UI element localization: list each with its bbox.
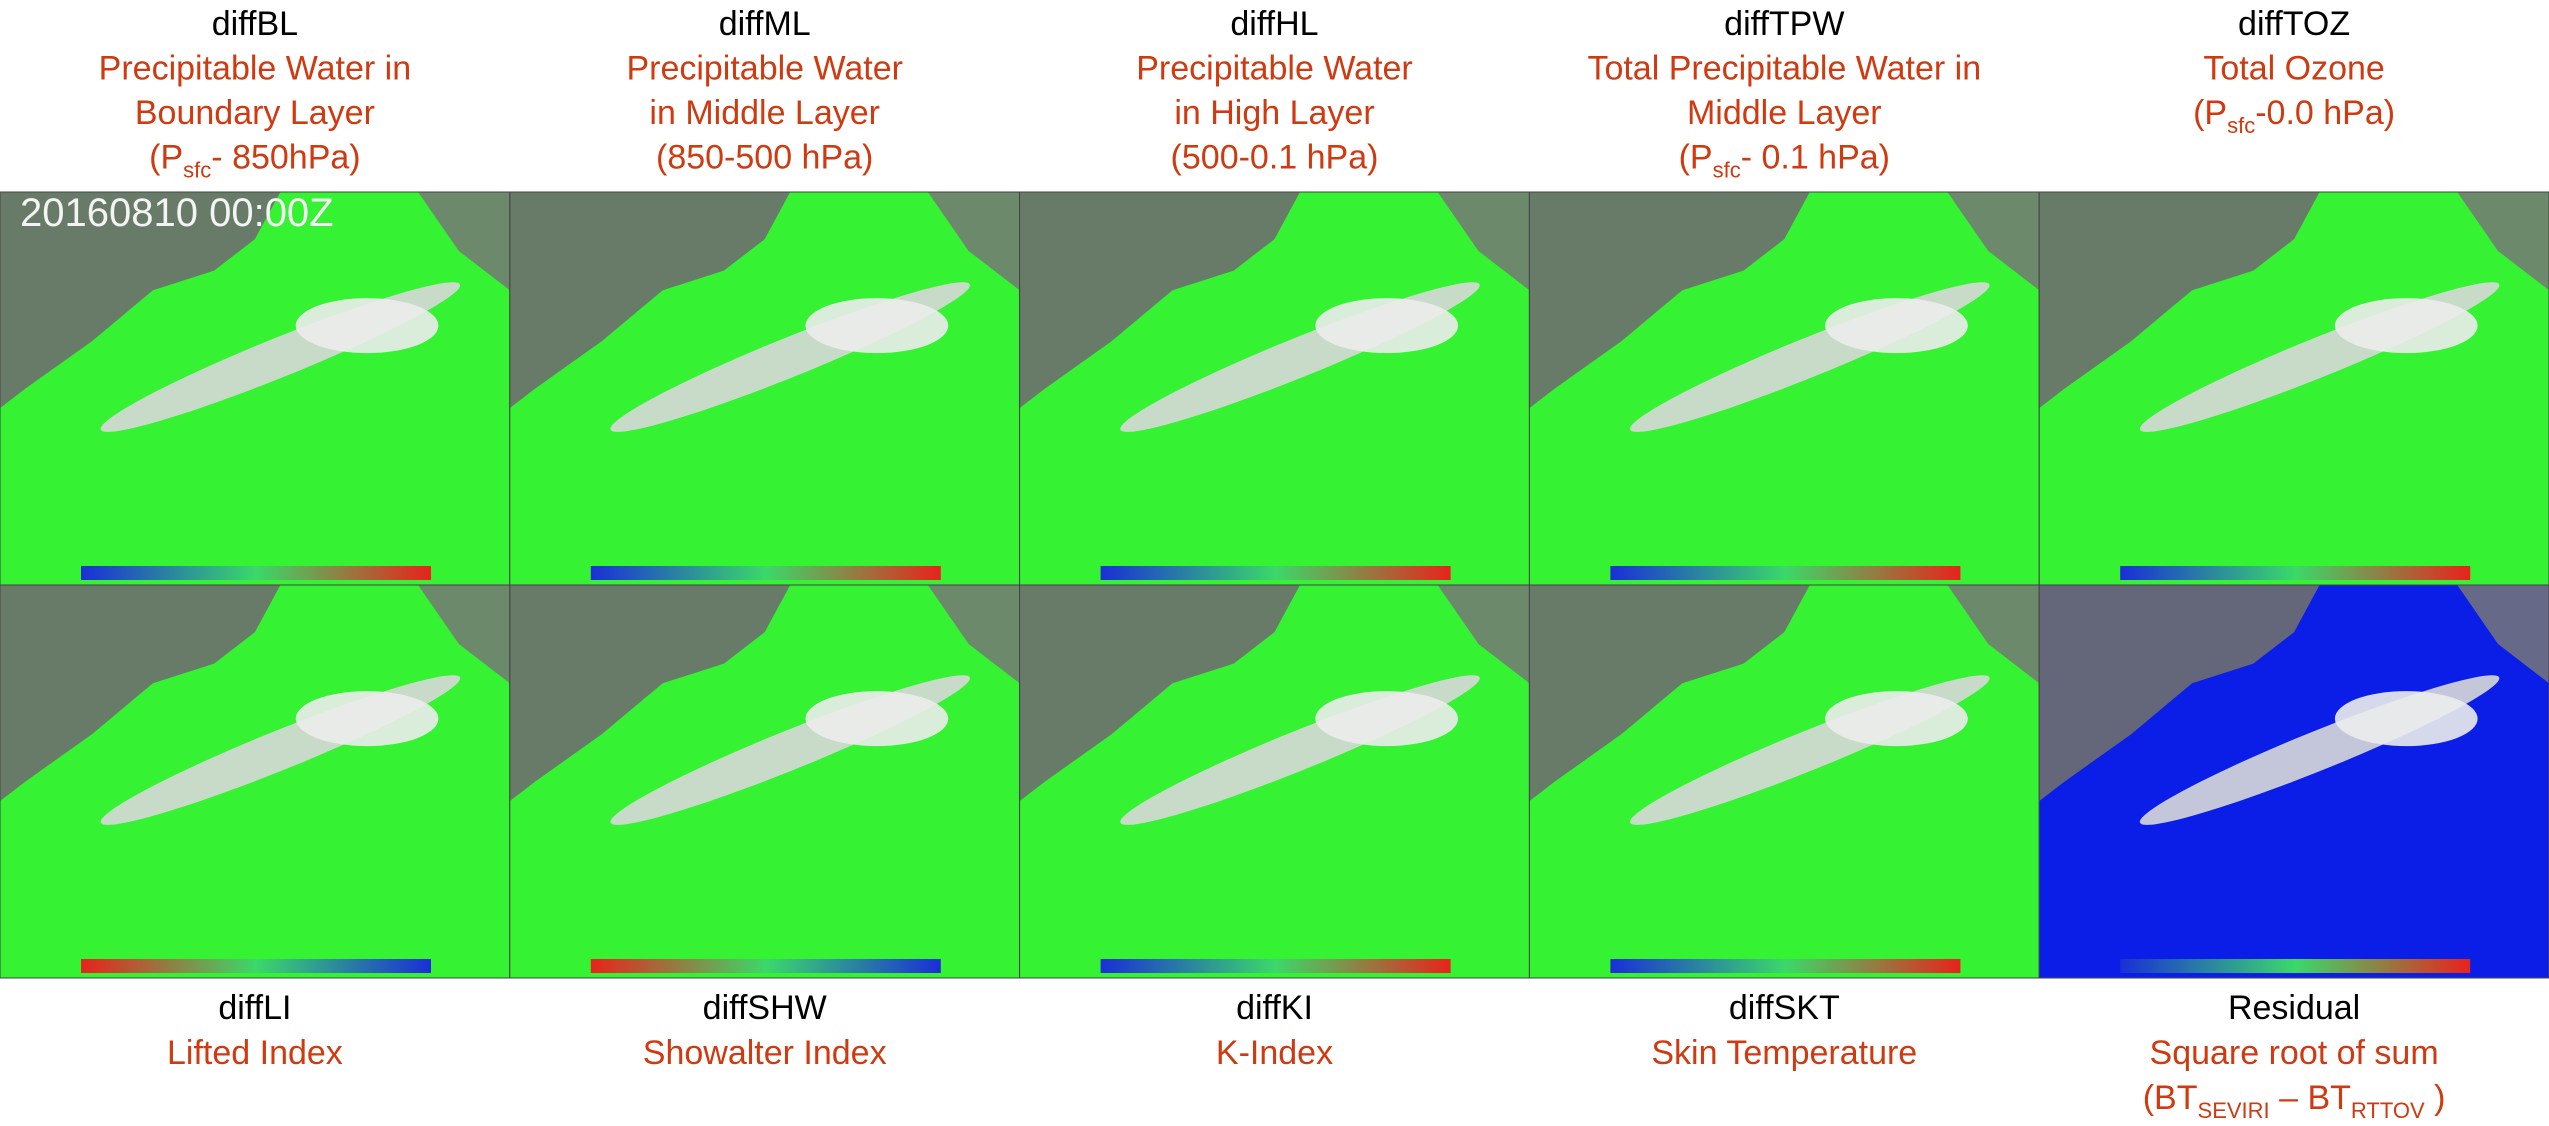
panel: Residual Square root of sum (BTSEVIRI – BT… [2039,585,2549,1121]
color-bar [1101,566,1451,580]
panel-name: Residual [2228,989,2360,1027]
cloud-band [296,691,439,746]
panel: diffLI Lifted Index [0,585,510,1072]
panel-title: Boundary Layer [135,94,375,132]
panel-title: in Middle Layer [649,94,880,132]
title-part: Boundary Layer [135,94,375,132]
panel-name: diffML [719,5,811,43]
title-part: Total Ozone [2203,49,2384,87]
title-part: (P [149,138,183,176]
color-bar [591,959,941,973]
cloud-band [1825,298,1968,353]
color-bar [591,566,941,580]
panel: diffTOZ Total Ozone (Psfc-0.0 hPa) [2039,5,2549,585]
title-part: Showalter Index [643,1034,887,1072]
title-part: Total Precipitable Water in [1587,49,1981,87]
title-part: - 0.1 hPa) [1741,138,1890,176]
title-part: (BT [2143,1079,2198,1117]
figure: diffBL Precipitable Water in Boundary Laye… [0,0,2549,1121]
title-part: ) [2425,1079,2446,1117]
panel-title: Square root of sum [2150,1034,2439,1072]
panel-title: in High Layer [1174,94,1374,132]
color-bar [1610,959,1960,973]
color-bar [2120,566,2470,580]
title-part: (500-0.1 hPa) [1171,138,1379,176]
panel-title: Total Precipitable Water in [1587,49,1981,87]
panel-title: (Psfc-0.0 hPa) [2193,94,2395,138]
title-part: SEVIRI [2198,1098,2270,1121]
title-part: RTTOV [2351,1098,2425,1121]
panel-title: Lifted Index [167,1034,343,1072]
color-bar [2120,959,2470,973]
title-part: Precipitable Water [626,49,903,87]
panel: diffTPW Total Precipitable Water in Middle… [1529,5,2039,585]
panel-title: (BTSEVIRI – BTRTTOV ) [2143,1079,2446,1121]
panel-title: Precipitable Water [1136,49,1413,87]
panel-title: Total Ozone [2203,49,2384,87]
panel-title: Skin Temperature [1651,1034,1917,1072]
panel-name: diffSHW [703,989,827,1027]
title-part: -0.0 hPa) [2255,94,2395,132]
panel-title: (500-0.1 hPa) [1171,138,1379,176]
panel: diffSHW Showalter Index [510,585,1020,1072]
title-part: sfc [183,158,211,183]
color-bar [1101,959,1451,973]
title-part: – BT [2270,1079,2351,1117]
title-part: in Middle Layer [649,94,880,132]
panel: diffHL Precipitable Water in High Layer (50… [1020,5,1530,585]
color-bar [1610,566,1960,580]
title-part: sfc [2227,113,2255,138]
panel-name: diffSKT [1729,989,1840,1027]
panel-title: Showalter Index [643,1034,887,1072]
title-part: Lifted Index [167,1034,343,1072]
panel-name: diffTOZ [2238,5,2350,43]
panel-title: Precipitable Water [626,49,903,87]
panel-title: (850-500 hPa) [656,138,873,176]
title-part: - 850hPa) [211,138,360,176]
cloud-band [1825,691,1968,746]
panel-title: (Psfc- 0.1 hPa) [1679,138,1890,182]
cloud-band [2335,691,2478,746]
panel: diffSKT Skin Temperature [1529,585,2039,1072]
cloud-band [296,298,439,353]
panel-name: diffBL [212,5,298,43]
timestamp: 20160810 00:00Z [20,191,334,235]
panel: diffBL Precipitable Water in Boundary Laye… [0,5,510,585]
color-bar [81,566,431,580]
title-part: Square root of sum [2150,1034,2439,1072]
title-part: in High Layer [1174,94,1374,132]
title-part: sfc [1713,158,1741,183]
title-part: Middle Layer [1687,94,1882,132]
cloud-band [805,298,948,353]
title-part: K-Index [1216,1034,1333,1072]
title-part: (P [2193,94,2227,132]
color-bar [81,959,431,973]
page: {"timestamp": "20160810 00:00Z", "panels… [0,0,2549,1121]
panel: diffML Precipitable Water in Middle Layer (… [510,5,1020,585]
panel-title: (Psfc- 850hPa) [149,138,360,182]
panel-name: diffLI [218,989,291,1027]
panel-title: Precipitable Water in [99,49,411,87]
cloud-band [1315,298,1458,353]
title-part: (850-500 hPa) [656,138,873,176]
cloud-band [1315,691,1458,746]
panel-title: K-Index [1216,1034,1333,1072]
title-part: Precipitable Water in [99,49,411,87]
panel-name: diffTPW [1724,5,1844,43]
panel-title: Middle Layer [1687,94,1882,132]
panel: diffKI K-Index [1020,585,1530,1072]
title-part: Precipitable Water [1136,49,1413,87]
title-part: (P [1679,138,1713,176]
cloud-band [2335,298,2478,353]
panel-name: diffKI [1236,989,1313,1027]
cloud-band [805,691,948,746]
panel-name: diffHL [1230,5,1318,43]
title-part: Skin Temperature [1651,1034,1917,1072]
